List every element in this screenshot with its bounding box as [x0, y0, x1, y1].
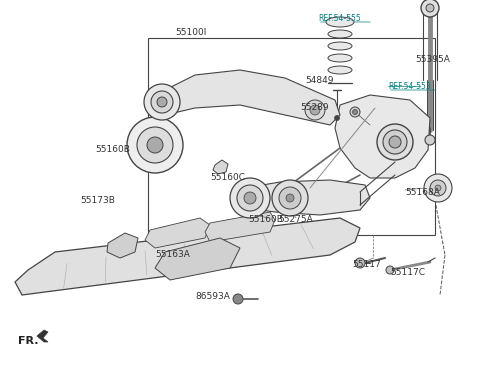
Circle shape [237, 185, 263, 211]
Text: 55173B: 55173B [80, 196, 115, 205]
Polygon shape [37, 330, 48, 342]
Circle shape [421, 0, 439, 17]
Text: 55160B: 55160B [248, 215, 283, 224]
Circle shape [272, 180, 308, 216]
Polygon shape [335, 95, 430, 178]
Circle shape [383, 130, 407, 154]
Polygon shape [145, 218, 210, 248]
Text: REF.54-555: REF.54-555 [318, 14, 361, 23]
Circle shape [386, 266, 394, 274]
Text: 55163A: 55163A [155, 250, 190, 259]
Text: 55275A: 55275A [278, 215, 313, 224]
Ellipse shape [326, 17, 354, 27]
Ellipse shape [328, 42, 352, 50]
Polygon shape [107, 233, 138, 258]
Polygon shape [213, 160, 228, 174]
Text: 55117: 55117 [352, 260, 381, 269]
Polygon shape [238, 180, 370, 215]
Circle shape [377, 124, 413, 160]
Circle shape [137, 127, 173, 163]
Circle shape [335, 115, 339, 120]
Circle shape [355, 258, 365, 268]
Circle shape [389, 136, 401, 148]
Circle shape [286, 194, 294, 202]
Text: 55289: 55289 [300, 103, 329, 112]
Polygon shape [155, 238, 240, 280]
Text: 55395A: 55395A [415, 55, 450, 64]
Ellipse shape [328, 54, 352, 62]
Ellipse shape [328, 66, 352, 74]
Text: REF.54-553: REF.54-553 [388, 82, 431, 91]
Circle shape [233, 294, 243, 304]
Circle shape [426, 4, 434, 12]
Circle shape [430, 180, 446, 196]
Circle shape [230, 178, 270, 218]
Circle shape [147, 137, 163, 153]
Text: FR.: FR. [18, 336, 38, 346]
Circle shape [352, 110, 358, 115]
Circle shape [425, 135, 435, 145]
Circle shape [424, 174, 452, 202]
Circle shape [127, 117, 183, 173]
Circle shape [350, 107, 360, 117]
Polygon shape [158, 70, 340, 125]
Text: 55100I: 55100I [175, 28, 206, 37]
Circle shape [244, 192, 256, 204]
Text: 55168A: 55168A [405, 188, 440, 197]
Circle shape [157, 97, 167, 107]
Circle shape [310, 105, 320, 115]
Text: 55160B: 55160B [95, 145, 130, 154]
Circle shape [305, 100, 325, 120]
Circle shape [435, 185, 441, 191]
Circle shape [151, 91, 173, 113]
Polygon shape [205, 212, 275, 242]
Ellipse shape [328, 30, 352, 38]
Polygon shape [15, 218, 360, 295]
Circle shape [279, 187, 301, 209]
Text: 54849: 54849 [305, 76, 334, 85]
Circle shape [144, 84, 180, 120]
Text: 55117C: 55117C [390, 268, 425, 277]
Text: 55160C: 55160C [210, 173, 245, 182]
Text: 86593A: 86593A [195, 292, 230, 301]
